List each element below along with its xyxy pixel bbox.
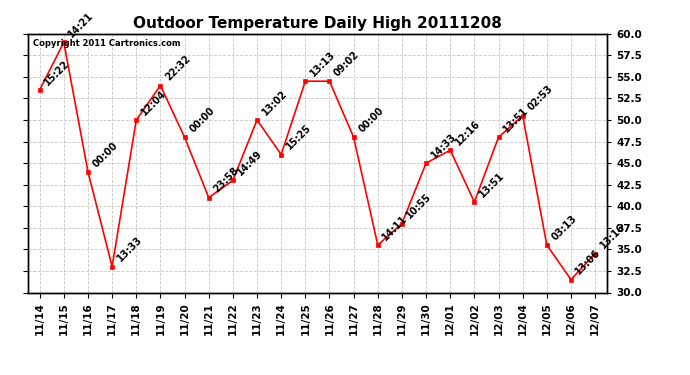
Text: 14:49: 14:49 [236, 148, 265, 178]
Text: 23:58: 23:58 [212, 166, 241, 195]
Text: 13:51: 13:51 [502, 105, 531, 135]
Text: 13:16: 13:16 [598, 222, 627, 251]
Text: 15:22: 15:22 [43, 58, 72, 87]
Text: 22:32: 22:32 [164, 54, 193, 83]
Text: 02:53: 02:53 [526, 84, 555, 113]
Text: 14:21: 14:21 [67, 10, 96, 40]
Title: Outdoor Temperature Daily High 20111208: Outdoor Temperature Daily High 20111208 [133, 16, 502, 31]
Text: 03:13: 03:13 [550, 213, 579, 242]
Text: 12:16: 12:16 [453, 118, 482, 147]
Text: 13:06: 13:06 [574, 248, 603, 277]
Text: 13:33: 13:33 [115, 235, 144, 264]
Text: 13:51: 13:51 [477, 170, 506, 199]
Text: 14:33: 14:33 [429, 131, 458, 160]
Text: 13:02: 13:02 [260, 88, 289, 117]
Text: Copyright 2011 Cartronics.com: Copyright 2011 Cartronics.com [33, 39, 181, 48]
Text: 00:00: 00:00 [91, 140, 120, 169]
Text: 15:25: 15:25 [284, 123, 313, 152]
Text: 13:13: 13:13 [308, 50, 337, 78]
Text: 10:55: 10:55 [405, 192, 434, 221]
Text: 00:00: 00:00 [188, 105, 217, 135]
Text: 12:04: 12:04 [139, 88, 168, 117]
Text: 14:11: 14:11 [381, 213, 410, 242]
Text: 09:02: 09:02 [333, 50, 362, 78]
Text: 00:00: 00:00 [357, 105, 386, 135]
